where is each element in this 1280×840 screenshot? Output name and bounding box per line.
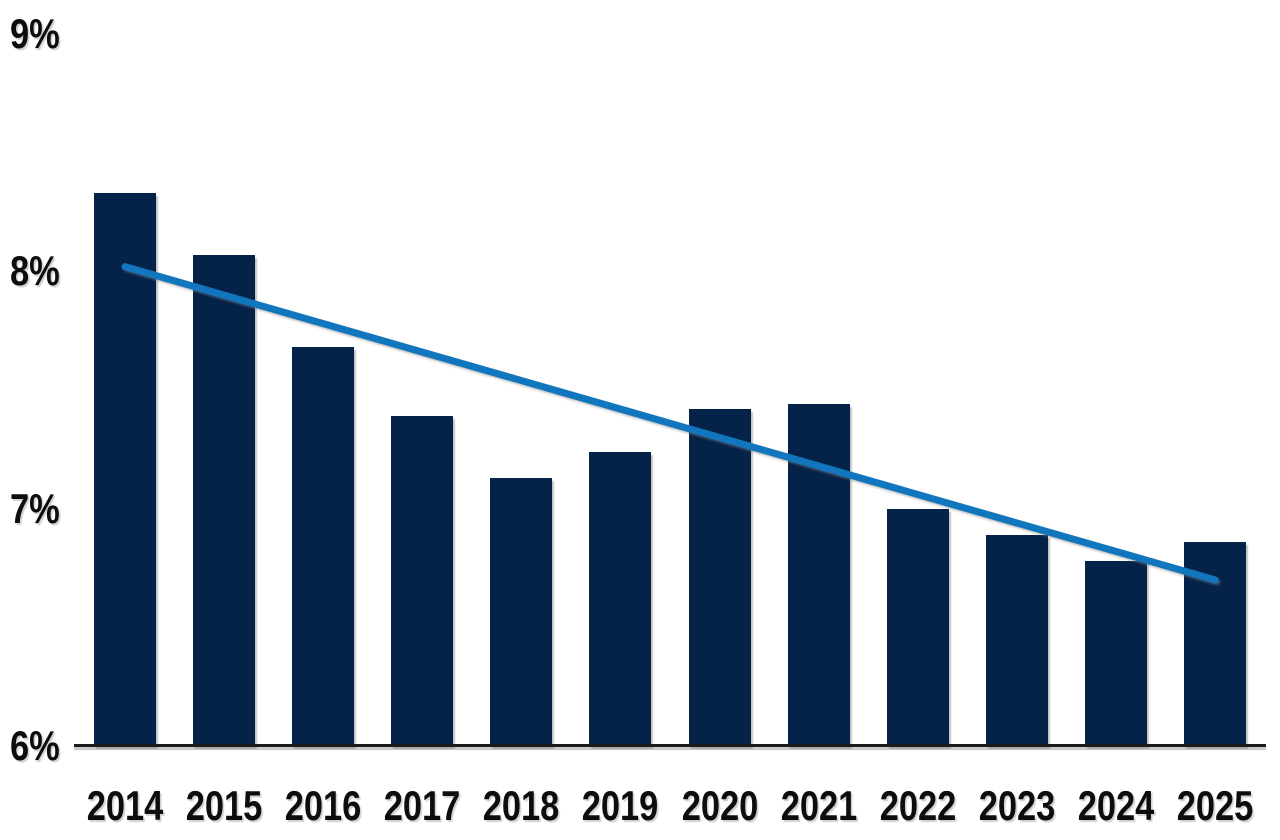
x-tick-label: 2022: [879, 782, 957, 829]
x-tick-label: 2025: [1176, 782, 1254, 829]
y-tick-label: 7%: [10, 484, 60, 532]
bar-2025: [1183, 541, 1246, 746]
x-tick-label: 2014: [86, 782, 164, 829]
bar-2018: [490, 477, 553, 746]
x-tick-label: 2016: [284, 782, 362, 829]
x-tick-label: 2024: [1077, 782, 1155, 829]
bar-2022: [886, 508, 949, 746]
x-tick-label: 2020: [681, 782, 758, 829]
x-tick-label: 2015: [185, 782, 263, 829]
bar-2024: [1084, 560, 1147, 746]
bar-2016: [292, 347, 355, 746]
bar-2023: [985, 534, 1048, 746]
x-axis-line: [74, 744, 1266, 747]
x-tick-label: 2021: [780, 782, 857, 829]
trend-line-path: [121, 263, 1219, 584]
x-tick-label: 2018: [483, 782, 560, 829]
bar-2014: [94, 193, 156, 746]
bar-2021: [787, 404, 850, 746]
y-tick-label: 6%: [10, 722, 60, 769]
y-tick-label: 9%: [10, 10, 60, 58]
x-tick-label: 2019: [582, 782, 659, 829]
bar-2019: [589, 451, 652, 746]
bar-2015: [193, 254, 256, 746]
y-tick-label: 8%: [10, 247, 60, 295]
x-tick-label: 2017: [383, 782, 461, 829]
bar-2020: [688, 409, 751, 746]
x-tick-label: 2023: [978, 782, 1056, 829]
bar-2017: [391, 416, 454, 746]
